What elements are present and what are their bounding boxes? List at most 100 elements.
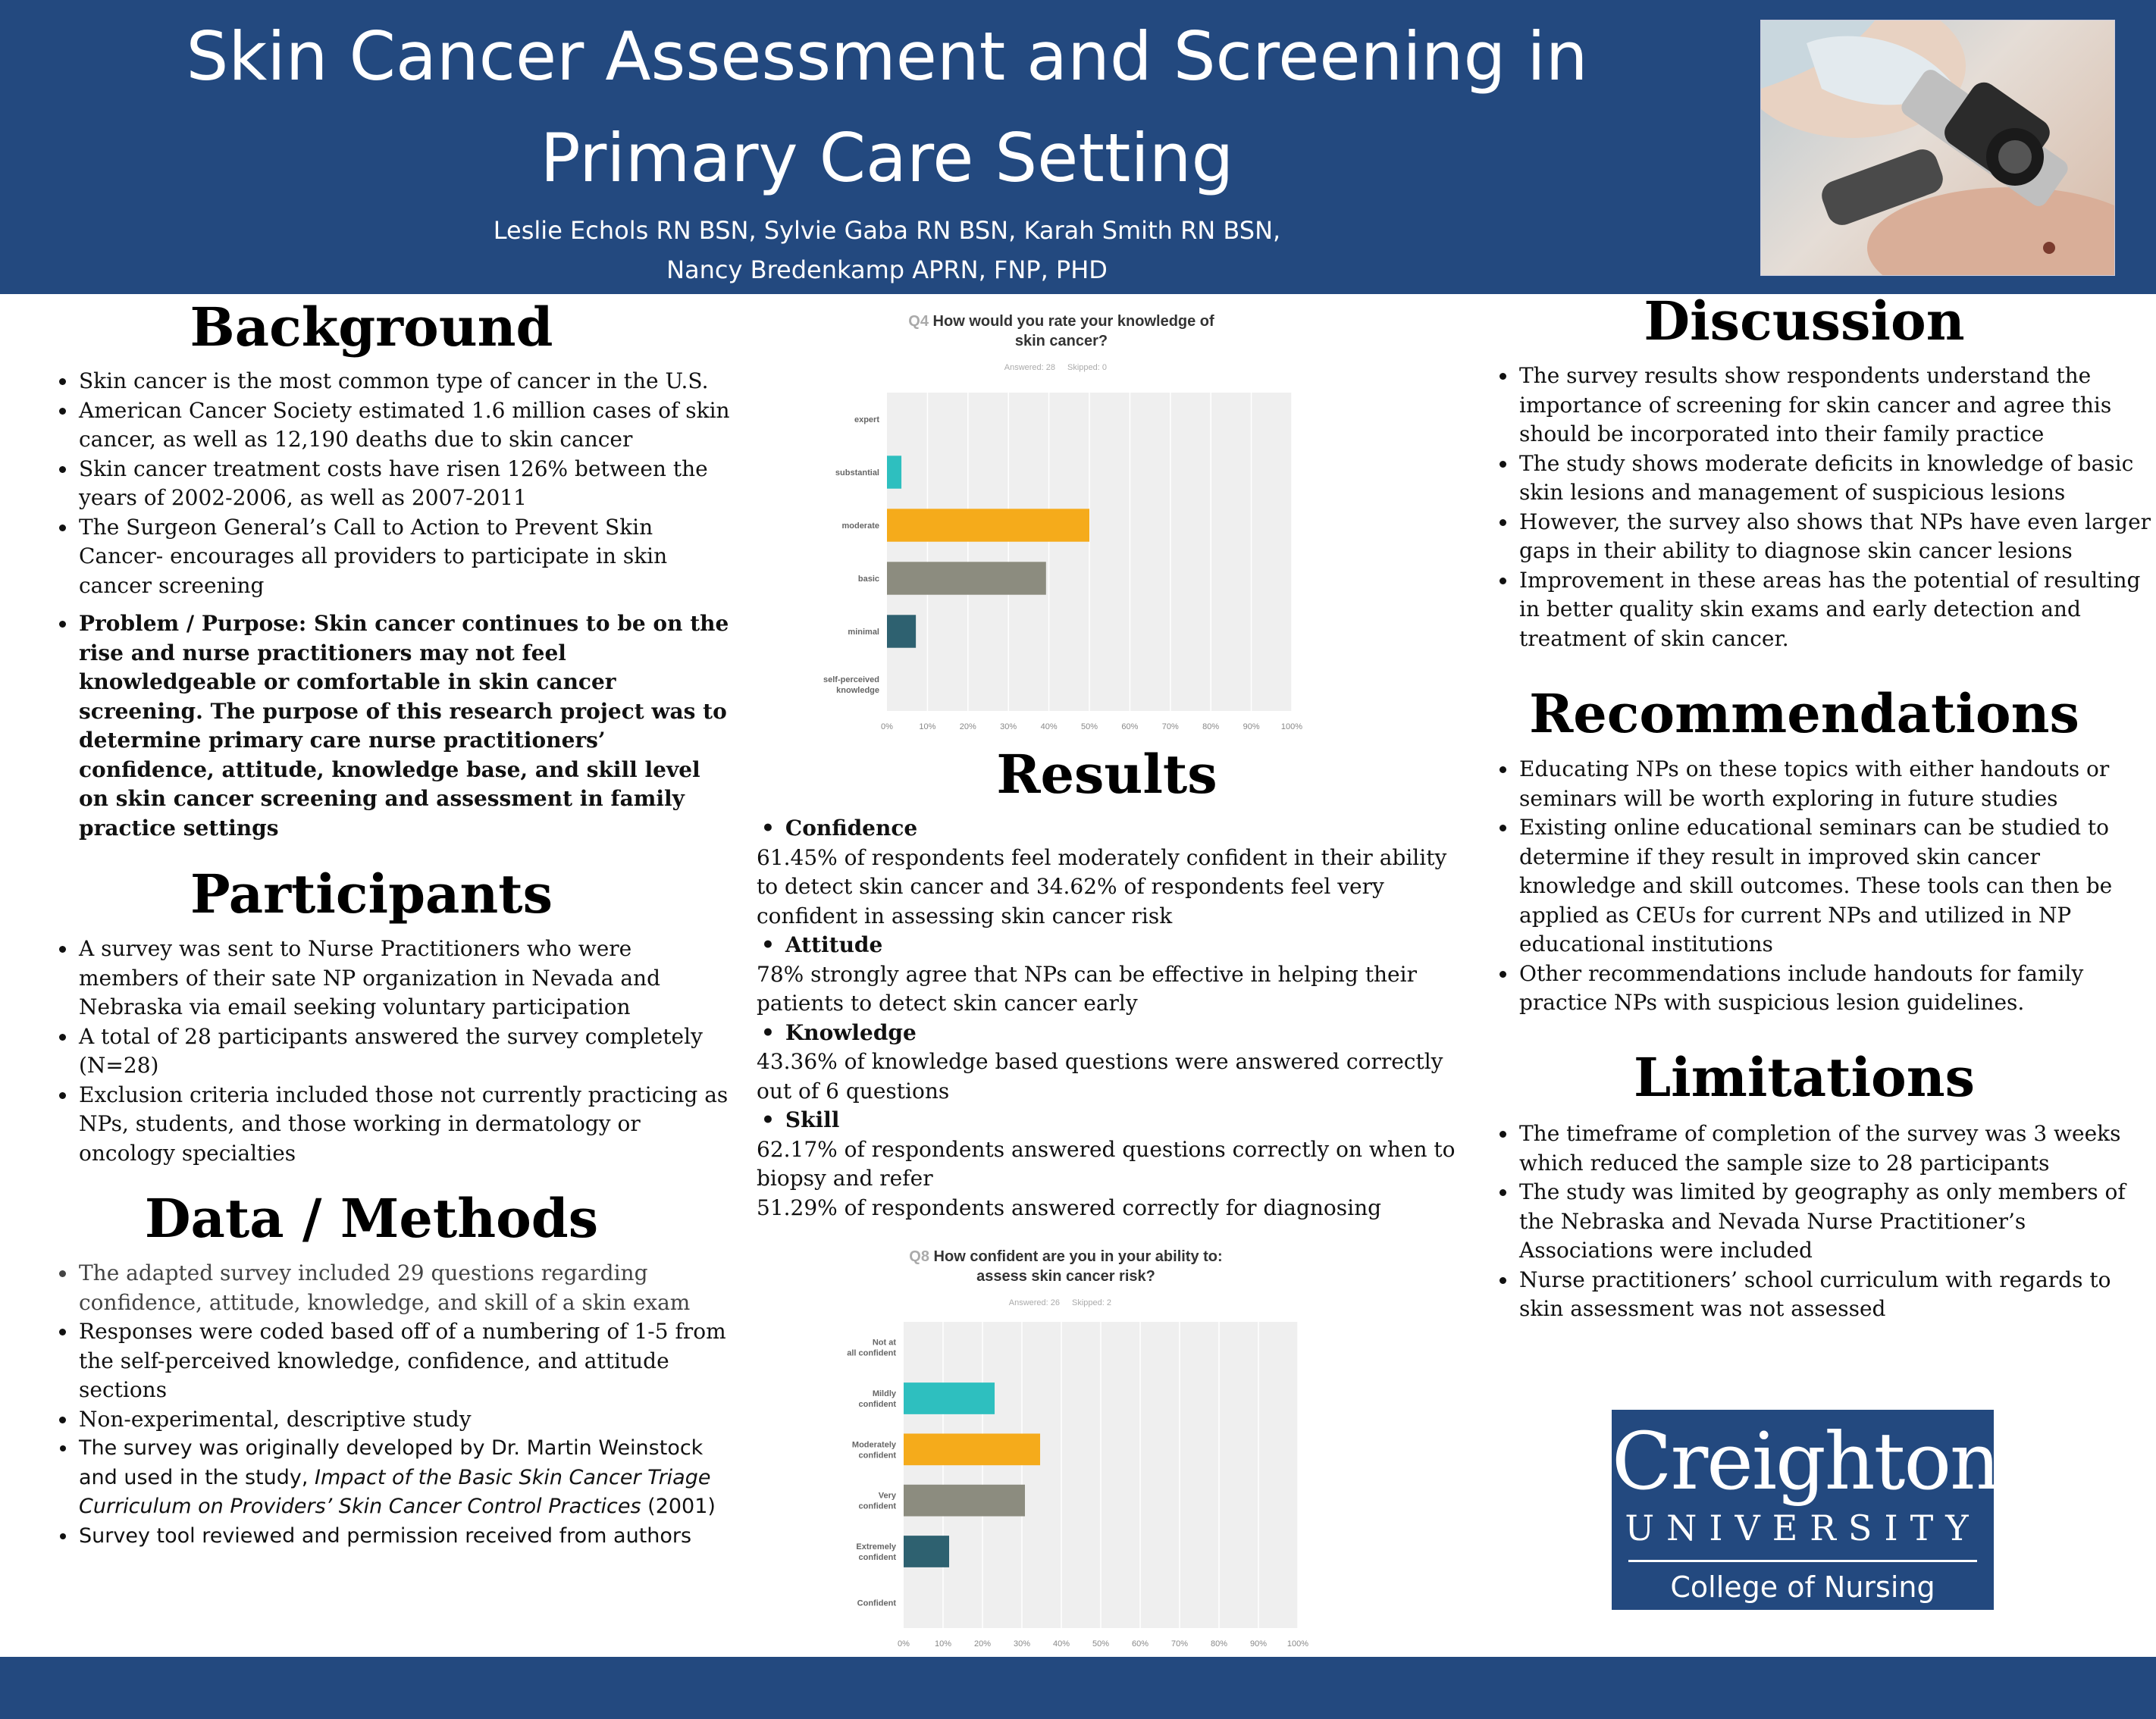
chart-x-tick-label: 70% xyxy=(1162,722,1179,731)
chart-x-tick-label: 100% xyxy=(1281,722,1302,731)
footer-banner xyxy=(0,1657,2156,1719)
limitations-item: Nurse practitioners’ school curriculum w… xyxy=(1518,1266,2154,1324)
chart-category-label: confident xyxy=(859,1451,897,1460)
background-item: Skin cancer is the most common type of c… xyxy=(77,367,732,396)
chart-bar xyxy=(904,1536,950,1567)
recommendations-item: Existing online educational seminars can… xyxy=(1518,813,2154,960)
chart-title-line-1: Q8 How confident are you in your ability… xyxy=(909,1248,1222,1265)
chart-x-tick-label: 40% xyxy=(1041,722,1058,731)
header-banner: Skin Cancer Assessment and Screening in … xyxy=(0,0,2156,294)
chart-answered-count: Answered: 28 xyxy=(1004,363,1055,372)
chart-category-label: confident xyxy=(859,1502,897,1511)
q8-chart: Q8 How confident are you in your ability… xyxy=(816,1235,1316,1654)
discussion-item: Improvement in these areas has the poten… xyxy=(1518,566,2154,654)
chart-question-number: Q8 xyxy=(909,1248,933,1265)
chart-category-label: knowledge xyxy=(836,686,879,695)
participants-heading: Participants xyxy=(190,863,553,925)
dermatoscope-photo xyxy=(1760,20,2115,276)
chart-x-tick-label: 90% xyxy=(1250,1639,1267,1649)
methods-list: The adapted survey included 29 questions… xyxy=(42,1259,732,1551)
authors-line-2: Nancy Bredenkamp APRN, FNP, PHD xyxy=(666,255,1108,284)
discussion-item: The survey results show respondents unde… xyxy=(1518,362,2154,449)
attitude-text: 78% strongly agree that NPs can be effec… xyxy=(757,961,1417,1016)
chart-skipped-count: Skipped: 2 xyxy=(1072,1298,1111,1307)
q8-chart-svg: Q8 How confident are you in your ability… xyxy=(847,1248,1308,1649)
chart-category-label: self-perceived xyxy=(823,675,879,684)
chart-category-label: confident xyxy=(859,1553,897,1562)
discussion-item: However, the survey also shows that NPs … xyxy=(1518,508,2154,566)
skill-label: Skill xyxy=(757,1106,1469,1135)
chart-x-tick-label: 70% xyxy=(1171,1639,1188,1649)
chart-x-tick-label: 50% xyxy=(1081,722,1098,731)
chart-category-label: substantial xyxy=(835,468,879,478)
chart-x-tick-label: 10% xyxy=(935,1639,951,1649)
discussion-item: The study shows moderate deficits in kno… xyxy=(1518,449,2154,508)
dermatoscope-image xyxy=(1761,20,2114,275)
chart-x-tick-label: 20% xyxy=(974,1639,991,1649)
limitations-list: The timeframe of completion of the surve… xyxy=(1483,1119,2154,1324)
chart-x-tick-label: 40% xyxy=(1053,1639,1070,1649)
chart-title-line-1: Q4 How would you rate your knowledge of xyxy=(908,313,1214,330)
chart-answered-count: Answered: 26 xyxy=(1009,1298,1060,1307)
limitations-heading: Limitations xyxy=(1633,1046,1976,1109)
participants-list: A survey was sent to Nurse Practitioners… xyxy=(42,935,732,1168)
chart-category-label: minimal xyxy=(848,628,879,637)
chart-x-tick-label: 60% xyxy=(1132,1639,1149,1649)
q4-chart: Q4 How would you rate your knowledge of s… xyxy=(819,300,1304,740)
chart-category-label: basic xyxy=(858,575,879,584)
background-item: The Surgeon General’s Call to Action to … xyxy=(77,513,732,601)
discussion-heading: Discussion xyxy=(1644,290,1965,352)
chart-x-tick-label: 0% xyxy=(881,722,893,731)
methods-item: Responses were coded based off of a numb… xyxy=(77,1317,732,1405)
limitations-item: The study was limited by geography as on… xyxy=(1518,1178,2154,1266)
chart-bar xyxy=(887,615,917,648)
skill-text-diagnosing: 51.29% of respondents answered correctly… xyxy=(757,1195,1382,1220)
authors: Leslie Echols RN BSN, Sylvie Gaba RN BSN… xyxy=(227,211,1546,290)
limitations-item: The timeframe of completion of the surve… xyxy=(1518,1119,2154,1178)
chart-bar xyxy=(904,1433,1041,1466)
methods-item: Survey tool reviewed and permission rece… xyxy=(77,1522,732,1551)
background-item: Skin cancer treatment costs have risen 1… xyxy=(77,455,732,513)
chart-x-tick-label: 100% xyxy=(1287,1639,1308,1649)
chart-category-label: Extremely xyxy=(856,1542,896,1551)
background-item: American Cancer Society estimated 1.6 mi… xyxy=(77,396,732,455)
background-list: Skin cancer is the most common type of c… xyxy=(42,367,732,843)
chart-category-label: Not at xyxy=(873,1339,897,1348)
participants-item: A total of 28 participants answered the … xyxy=(77,1022,732,1081)
chart-bar xyxy=(904,1382,995,1414)
logo-divider xyxy=(1628,1560,1977,1562)
chart-x-tick-label: 90% xyxy=(1243,722,1260,731)
chart-category-label: confident xyxy=(859,1400,897,1409)
chart-skipped-count: Skipped: 0 xyxy=(1067,363,1107,372)
confidence-text: 61.45% of respondents feel moderately co… xyxy=(757,844,1447,928)
chart-bar xyxy=(887,562,1046,595)
recommendations-item: Educating NPs on these topics with eithe… xyxy=(1518,755,2154,813)
title-line-1: Skin Cancer Assessment and Screening in xyxy=(186,17,1588,96)
chart-category-label: Mildly xyxy=(873,1389,897,1398)
chart-title-text: How confident are you in your ability to… xyxy=(934,1248,1223,1265)
chart-category-label: Moderately xyxy=(852,1440,897,1449)
chart-title-line-2: assess skin cancer risk? xyxy=(976,1268,1155,1285)
skill-text-biopsy: 62.17% of respondents answered questions… xyxy=(757,1136,1456,1191)
chart-x-tick-label: 80% xyxy=(1202,722,1219,731)
chart-x-tick-label: 20% xyxy=(960,722,976,731)
chart-x-tick-label: 10% xyxy=(919,722,935,731)
logo-college: College of Nursing xyxy=(1670,1570,1935,1604)
chart-category-label: Confident xyxy=(857,1598,897,1608)
chart-bar xyxy=(904,1484,1026,1517)
chart-category-label: expert xyxy=(854,415,879,424)
participants-item: A survey was sent to Nurse Practitioners… xyxy=(77,935,732,1022)
chart-bar xyxy=(887,456,902,489)
chart-x-tick-label: 80% xyxy=(1211,1639,1227,1649)
q4-chart-svg: Q4 How would you rate your knowledge of s… xyxy=(823,313,1302,731)
chart-x-tick-label: 30% xyxy=(1000,722,1017,731)
chart-x-tick-label: 60% xyxy=(1121,722,1138,731)
background-heading: Background xyxy=(190,296,553,359)
results-heading: Results xyxy=(996,743,1217,806)
participants-item: Exclusion criteria included those not cu… xyxy=(77,1081,732,1169)
methods-source-text: The survey was originally developed by D… xyxy=(79,1436,704,1489)
logo-university: UNIVERSITY xyxy=(1625,1508,1981,1548)
methods-item: Non-experimental, descriptive study xyxy=(77,1405,732,1435)
authors-line-1: Leslie Echols RN BSN, Sylvie Gaba RN BSN… xyxy=(493,216,1281,245)
problem-purpose-item: Problem / Purpose: Skin cancer continues… xyxy=(77,609,732,843)
